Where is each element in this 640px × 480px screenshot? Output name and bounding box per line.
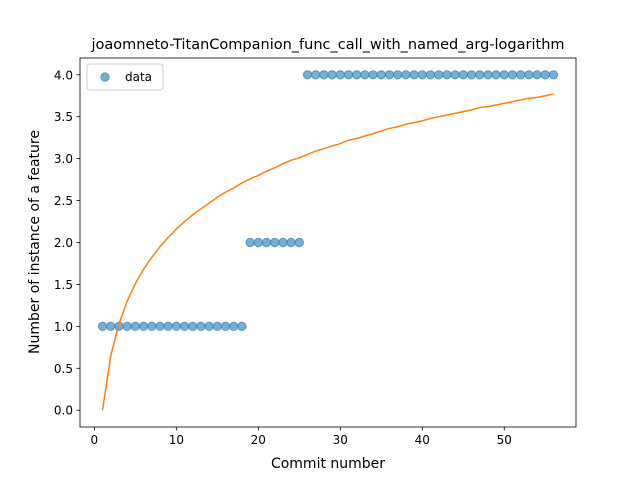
y-axis-label: Number of instance of a feature <box>27 130 43 354</box>
legend-label: data <box>125 70 152 84</box>
data-point <box>237 321 247 332</box>
data-point <box>286 237 296 248</box>
data-point <box>540 70 550 80</box>
data-point <box>515 70 526 80</box>
data-point <box>417 70 427 80</box>
legend: data <box>86 63 164 91</box>
x-tick-label: 40 <box>415 433 430 447</box>
data-point <box>343 70 354 80</box>
data-point <box>261 237 272 248</box>
data-point <box>335 70 345 80</box>
data-point <box>278 237 288 248</box>
data-point <box>212 321 223 332</box>
data-point <box>450 70 460 80</box>
legend-marker <box>100 72 110 82</box>
data-point <box>384 70 395 80</box>
data-point <box>466 70 477 80</box>
data-point <box>163 321 173 332</box>
data-point <box>458 70 468 80</box>
data-point <box>499 70 509 80</box>
data-point <box>319 70 329 80</box>
data-point <box>425 70 436 80</box>
data-point <box>196 321 206 332</box>
data-point <box>548 70 559 80</box>
data-point <box>360 70 370 80</box>
y-tick-label: 1.0 <box>54 320 73 334</box>
axes-frame <box>79 57 577 428</box>
data-point <box>179 321 190 332</box>
data-point <box>171 321 182 332</box>
y-tick-label: 1.5 <box>54 278 73 292</box>
data-point <box>130 321 141 332</box>
plot-area: 0 10 20 30 40 50 0.0 0.5 1.0 1.5 2.0 2.5 3.0 3.5 4.0 <box>54 57 577 447</box>
data-point <box>524 70 534 80</box>
data-point <box>138 321 149 332</box>
data-point <box>351 70 362 80</box>
x-axis-label: Commit number <box>271 456 385 472</box>
data-point <box>507 70 518 80</box>
data-point <box>401 70 411 80</box>
data-point <box>229 321 239 332</box>
data-point <box>532 70 542 80</box>
data-point <box>311 70 321 80</box>
data-point <box>122 321 132 332</box>
x-tick-label: 10 <box>169 433 184 447</box>
y-tick-label: 4.0 <box>54 68 73 82</box>
fit-line <box>101 93 554 411</box>
chart-title: joaomneto-TitanCompanion_func_call_with_… <box>90 37 564 53</box>
data-point <box>409 70 419 80</box>
y-tick-label: 0.5 <box>54 362 73 376</box>
x-tick-label: 50 <box>497 433 512 447</box>
data-point <box>188 321 198 332</box>
data-point <box>253 237 264 248</box>
y-tick-label: 3.5 <box>54 110 73 124</box>
y-tick-label: 2.5 <box>54 194 73 208</box>
data-point <box>97 321 108 332</box>
data-point <box>204 321 214 332</box>
y-tick-label: 2.0 <box>54 236 73 250</box>
x-tick-label: 0 <box>91 433 99 447</box>
data-point <box>483 70 493 80</box>
x-tick-label: 20 <box>251 433 266 447</box>
y-tick-label: 0.0 <box>54 404 73 418</box>
data-point <box>491 70 501 80</box>
x-tick-label: 30 <box>333 433 348 447</box>
legend-box <box>86 63 164 91</box>
data-point <box>376 70 386 80</box>
data-point <box>106 321 116 332</box>
data-point <box>147 321 157 332</box>
data-point <box>220 321 231 332</box>
data-point <box>392 70 403 80</box>
data-point <box>442 70 452 80</box>
data-point <box>327 70 337 80</box>
data-point <box>270 237 280 248</box>
data-point <box>245 237 255 248</box>
data-point <box>302 70 313 80</box>
data-point <box>294 237 305 248</box>
data-point <box>433 70 444 80</box>
y-tick-label: 3.0 <box>54 152 73 166</box>
data-point <box>155 321 165 332</box>
data-point <box>474 70 485 80</box>
data-point <box>368 70 378 80</box>
